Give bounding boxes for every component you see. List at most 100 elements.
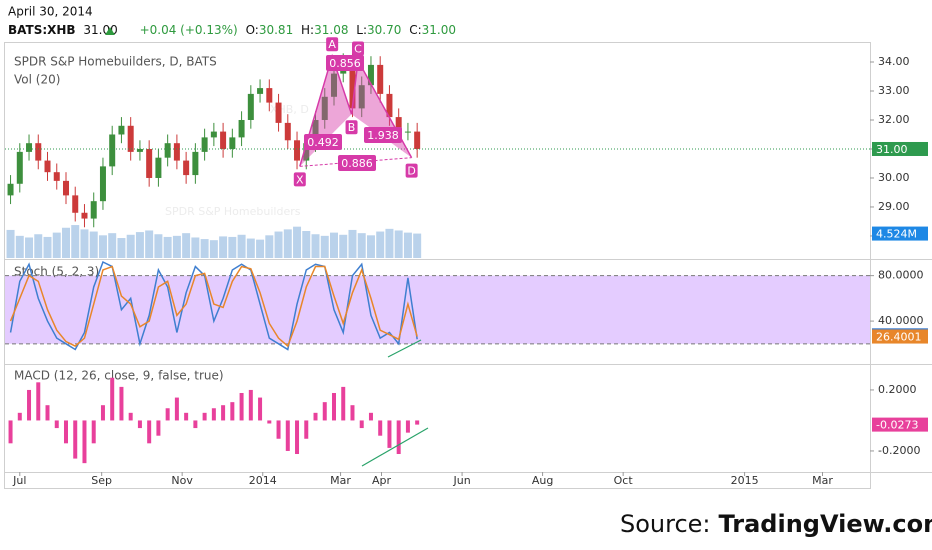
histogram-bar bbox=[119, 386, 124, 421]
histogram-bar bbox=[387, 420, 392, 448]
volume-bar bbox=[108, 233, 117, 258]
source: Source: TradingView.com bbox=[620, 510, 932, 538]
candle-body bbox=[183, 160, 190, 176]
y-tick-label: 30.00 bbox=[878, 171, 910, 184]
candle-body bbox=[201, 137, 208, 152]
volume-bar bbox=[293, 226, 302, 258]
candle-body bbox=[377, 64, 384, 94]
x-tick-label: Aug bbox=[532, 474, 553, 487]
volume-title: Vol (20) bbox=[14, 73, 60, 87]
value-tag bbox=[872, 417, 928, 432]
volume-bar bbox=[71, 225, 80, 258]
x-tick-label: Nov bbox=[171, 474, 193, 487]
value-tag-label: 4.524M bbox=[876, 228, 917, 241]
histogram-bar bbox=[350, 405, 355, 421]
pattern-point-label: A bbox=[328, 38, 336, 51]
volume-bar bbox=[274, 231, 283, 258]
volume-bar bbox=[209, 240, 218, 258]
volume-bar bbox=[80, 229, 89, 258]
candle-body bbox=[404, 131, 411, 133]
volume-bar bbox=[403, 232, 412, 258]
histogram-bar bbox=[54, 420, 59, 429]
pattern-point-label: X bbox=[296, 173, 304, 186]
up-arrow bbox=[105, 27, 115, 35]
y-tick-label: 29.00 bbox=[878, 200, 910, 213]
volume-bar bbox=[237, 234, 246, 258]
trendline bbox=[387, 339, 422, 358]
ohlc-value: 31.08 bbox=[314, 23, 348, 37]
ohlc-value: 30.81 bbox=[259, 23, 293, 37]
candle-body bbox=[155, 157, 162, 178]
candle-body bbox=[81, 212, 88, 219]
y-tick-label: 40.0000 bbox=[878, 314, 924, 327]
volume-bar bbox=[200, 239, 209, 258]
ratio-box bbox=[364, 127, 402, 143]
ratio-label: 0.856 bbox=[329, 57, 361, 70]
volume-bar bbox=[172, 235, 181, 258]
histogram-bar bbox=[239, 392, 244, 421]
volume-bar bbox=[246, 238, 255, 258]
volume-bar bbox=[339, 234, 348, 258]
candle-body bbox=[266, 88, 273, 103]
candle-body bbox=[118, 125, 125, 135]
value-tag-label: -0.0273 bbox=[876, 419, 918, 432]
histogram-bar bbox=[322, 402, 327, 421]
frame bbox=[4, 42, 932, 489]
pattern-point-box bbox=[345, 120, 358, 135]
indicator-line bbox=[9, 265, 418, 348]
y-tick-label: 0.2000 bbox=[878, 383, 917, 396]
value-tag bbox=[872, 329, 928, 344]
histogram-bar bbox=[137, 420, 142, 429]
volume-bar bbox=[219, 236, 228, 258]
value-tag bbox=[872, 226, 928, 241]
candle-body bbox=[229, 137, 236, 149]
histogram-bar bbox=[313, 412, 318, 421]
volume-bar bbox=[154, 234, 163, 258]
volume-bar bbox=[182, 233, 191, 258]
histogram-bar bbox=[36, 382, 41, 421]
ratio-label: 0.492 bbox=[307, 136, 339, 149]
change: +0.04 (+0.13%) bbox=[140, 23, 238, 37]
y-tick-label: 80.0000 bbox=[878, 269, 924, 282]
ratio-box bbox=[326, 55, 364, 71]
date: April 30, 2014 bbox=[8, 5, 93, 19]
volume-bar bbox=[43, 236, 52, 258]
volume-bar bbox=[25, 237, 34, 258]
candle-body bbox=[367, 64, 374, 86]
candle-body bbox=[220, 131, 227, 149]
volume-bar bbox=[117, 238, 126, 258]
candle-body bbox=[164, 143, 171, 158]
ratio-box bbox=[338, 155, 376, 171]
volume-bar bbox=[34, 234, 43, 258]
candle-body bbox=[90, 201, 97, 219]
histogram-bar bbox=[82, 420, 87, 464]
value-tag bbox=[872, 141, 928, 156]
histogram-bar bbox=[156, 420, 161, 436]
x-tick-label: Jun bbox=[452, 474, 470, 487]
histogram-bar bbox=[193, 420, 198, 429]
histogram-bar bbox=[405, 420, 410, 433]
candle-body bbox=[386, 93, 393, 118]
volume-bar bbox=[283, 229, 292, 258]
histogram-bar bbox=[276, 420, 281, 439]
ohlc-value: 30.70 bbox=[367, 23, 401, 37]
histogram-bar bbox=[368, 412, 373, 421]
x-tick-label: Apr bbox=[372, 474, 392, 487]
volume-bar bbox=[366, 235, 375, 258]
candle-body bbox=[330, 73, 337, 97]
histogram-bar bbox=[378, 420, 383, 436]
x-tick-label: Mar bbox=[812, 474, 833, 487]
histogram-bar bbox=[110, 377, 115, 421]
candle-body bbox=[53, 172, 60, 181]
candle-body bbox=[275, 102, 282, 123]
ratio-box bbox=[304, 134, 342, 150]
candle-body bbox=[127, 125, 134, 152]
volume-bar bbox=[329, 232, 338, 258]
histogram-bar bbox=[331, 392, 336, 421]
candle-body bbox=[321, 96, 328, 120]
candle-body bbox=[62, 180, 69, 196]
ohlc-label: O: bbox=[246, 23, 259, 37]
histogram-bar bbox=[304, 420, 309, 439]
